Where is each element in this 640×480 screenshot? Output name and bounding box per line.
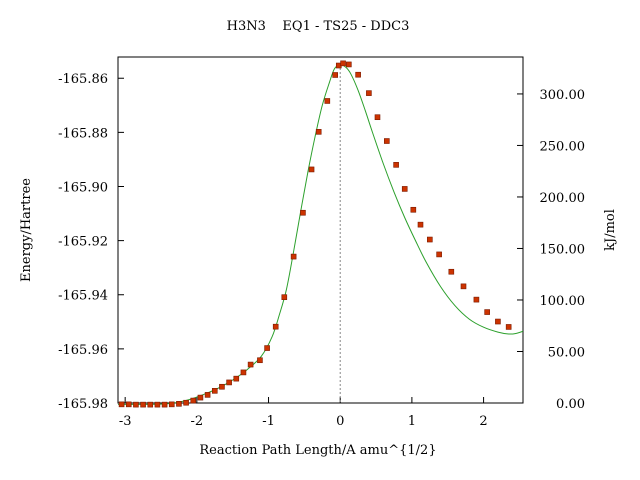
x-axis-label: Reaction Path Length/A amu^{1/2} [199, 443, 436, 458]
data-point [308, 166, 315, 173]
y-axis-label-right: kJ/mol [603, 209, 618, 251]
data-point [233, 375, 240, 382]
data-point [147, 401, 154, 408]
data-point [355, 71, 361, 78]
data-point [247, 361, 254, 368]
data-point [133, 401, 139, 408]
data-point [290, 253, 297, 260]
data-point [366, 90, 372, 96]
chart-title: H3N3 EQ1 - TS25 - DDC3 [227, 19, 410, 34]
data-point [427, 236, 433, 243]
data-point [473, 296, 480, 303]
data-point [154, 401, 161, 408]
y-tick-label-left: -165.92 [58, 235, 108, 250]
y-tick-label-right: 100.00 [540, 294, 586, 309]
data-point [410, 206, 417, 213]
y-tick-label-left: -165.90 [58, 180, 108, 195]
data-point [324, 98, 331, 104]
y-tick-label-right: 50.00 [548, 345, 585, 360]
x-tick-label: -2 [191, 414, 204, 429]
x-tick-label: 2 [479, 414, 487, 429]
data-point [140, 401, 146, 408]
data-point [219, 383, 225, 390]
data-point [161, 401, 168, 408]
data-point [176, 401, 182, 407]
data-point [257, 357, 263, 364]
x-tick-label: -3 [119, 414, 132, 429]
data-point [272, 323, 279, 330]
energy-curve [117, 64, 524, 405]
data-point [315, 129, 322, 135]
data-point [436, 251, 442, 258]
data-point [505, 324, 512, 330]
y-tick-label-left: -165.98 [58, 397, 108, 412]
y-axis-label-left: Energy/Hartree [19, 178, 34, 282]
data-point [448, 268, 455, 275]
data-point [495, 318, 501, 325]
data-point [460, 283, 467, 290]
y-tick-label-right: 150.00 [540, 242, 586, 257]
data-point [264, 345, 270, 351]
y-axis-right: 0.00 50.00 100.00 150.00 200.00 250.00 300.00 [517, 88, 585, 412]
data-point [211, 388, 218, 394]
y-tick-label-left: -165.86 [58, 72, 108, 87]
data-point [190, 397, 197, 404]
data-point [374, 114, 381, 121]
plot-frame [117, 56, 524, 404]
data-point [417, 221, 424, 228]
data-point [204, 392, 211, 398]
data-point [183, 399, 189, 406]
data-point [332, 72, 338, 78]
data-point [125, 401, 132, 408]
data-point [226, 379, 232, 386]
data-point [401, 186, 408, 192]
x-tick-label: 0 [336, 414, 344, 429]
x-tick-label: 1 [408, 414, 416, 429]
data-point [384, 138, 390, 144]
data-point [300, 209, 306, 216]
data-point [340, 60, 346, 67]
y-tick-label-right: 200.00 [540, 191, 586, 206]
y-tick-label-left: -165.94 [58, 289, 108, 304]
y-tick-label-left: -165.96 [58, 343, 108, 358]
data-point [168, 401, 175, 408]
data-point [240, 369, 247, 376]
y-tick-label-left: -165.88 [58, 126, 108, 141]
data-points [118, 60, 512, 408]
x-tick-label: -1 [262, 414, 275, 429]
data-point [393, 162, 399, 168]
y-tick-label-right: 250.00 [540, 139, 586, 154]
y-axis-left: -165.98 -165.96 -165.94 -165.92 -165.90 -165.… [58, 72, 124, 412]
data-point [484, 309, 490, 315]
data-point [118, 401, 125, 408]
data-point [281, 294, 288, 300]
y-tick-label-right: 0.00 [556, 397, 585, 412]
data-point [197, 394, 204, 401]
y-tick-label-right: 300.00 [540, 88, 586, 103]
data-point [346, 61, 352, 68]
